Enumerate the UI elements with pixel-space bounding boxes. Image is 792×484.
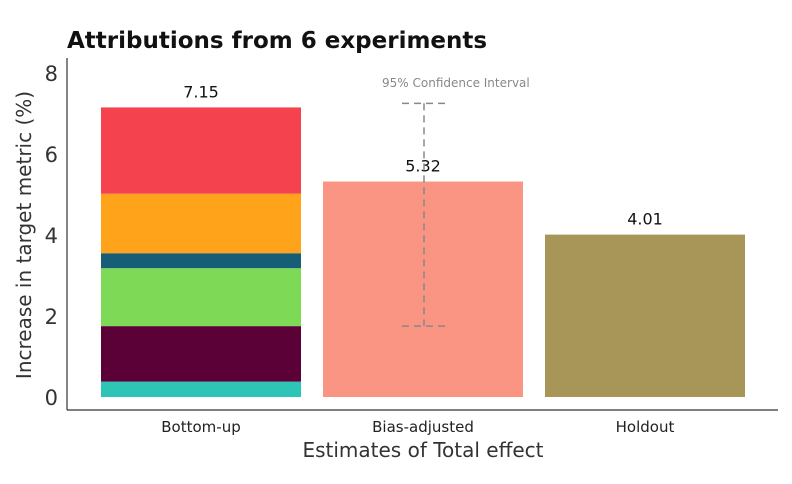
- bar-segment: [101, 253, 301, 269]
- x-tick-label: Bias-adjusted: [372, 418, 474, 436]
- y-tick-label: 8: [45, 62, 58, 86]
- bars: 7.15 5.32 4.01: [101, 82, 745, 397]
- bar-segment: [101, 381, 301, 397]
- y-tick-label: 4: [45, 224, 58, 248]
- y-tick-labels: 0 2 4 6 8: [45, 62, 58, 410]
- data-label: 4.01: [627, 210, 663, 229]
- bar-segment: [101, 326, 301, 382]
- x-tick-label: Bottom-up: [161, 418, 240, 436]
- y-tick-label: 2: [45, 305, 58, 329]
- y-tick-label: 6: [45, 143, 58, 167]
- x-tick-labels: Bottom-up Bias-adjusted Holdout: [161, 418, 674, 436]
- confidence-interval: 95% Confidence Interval: [382, 76, 530, 327]
- x-axis-title: Estimates of Total effect: [302, 438, 543, 462]
- chart-title: Attributions from 6 experiments: [67, 28, 487, 54]
- data-label: 5.32: [405, 157, 441, 176]
- bar: [323, 181, 523, 397]
- ci-label: 95% Confidence Interval: [382, 76, 530, 90]
- data-label: 7.15: [183, 82, 219, 101]
- y-tick-label: 0: [45, 386, 58, 410]
- x-tick-label: Holdout: [616, 418, 675, 436]
- bar-segment: [101, 268, 301, 327]
- bar-segment: [101, 107, 301, 194]
- bar: [545, 234, 745, 397]
- y-axis-title: Increase in target metric (%): [12, 91, 36, 379]
- bar-segment: [101, 193, 301, 254]
